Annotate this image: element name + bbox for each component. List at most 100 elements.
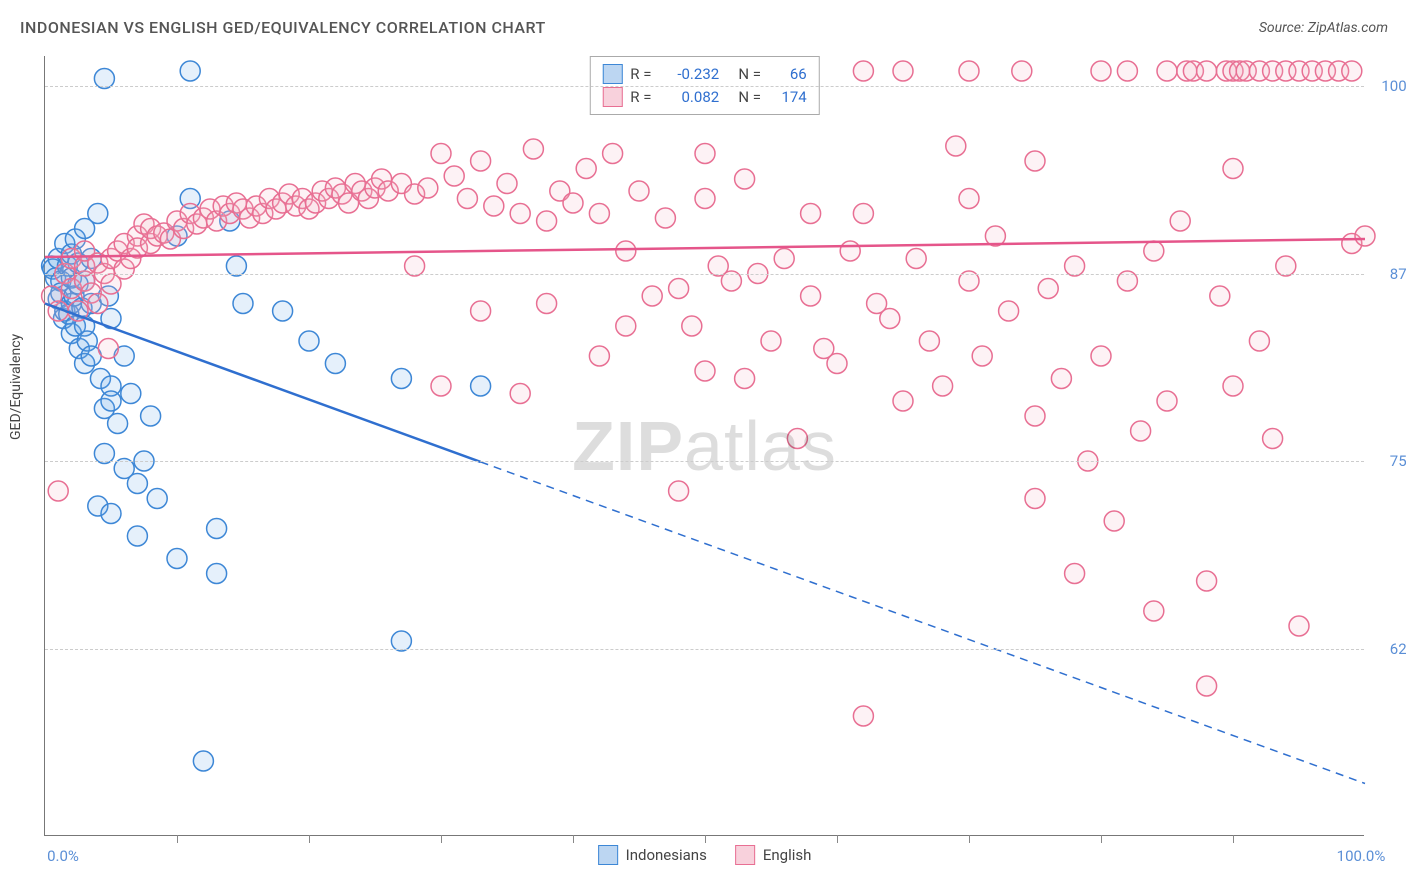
scatter-point (655, 208, 675, 228)
scatter-point (1104, 511, 1124, 531)
scatter-point (589, 204, 609, 224)
scatter-point (589, 346, 609, 366)
scatter-point (418, 178, 438, 198)
legend-n-value: 174 (773, 86, 807, 109)
scatter-svg (45, 56, 1364, 835)
scatter-point (127, 474, 147, 494)
scatter-point (207, 519, 227, 539)
x-tick (309, 835, 310, 843)
scatter-point (1025, 489, 1045, 509)
gridline (45, 86, 1364, 87)
scatter-point (893, 61, 913, 81)
scatter-point (523, 139, 543, 159)
x-tick (1101, 835, 1102, 843)
scatter-point (193, 751, 213, 771)
legend-swatch (602, 64, 622, 84)
scatter-point (853, 204, 873, 224)
scatter-point (840, 241, 860, 261)
scatter-point (444, 166, 464, 186)
scatter-point (88, 204, 108, 224)
scatter-point (1038, 279, 1058, 299)
scatter-point (1065, 564, 1085, 584)
x-tick-label: 0.0% (47, 847, 79, 865)
scatter-point (576, 159, 596, 179)
x-tick (441, 835, 442, 843)
x-tick-label: 100.0% (1337, 847, 1386, 865)
scatter-point (972, 346, 992, 366)
scatter-point (827, 354, 847, 374)
scatter-point (1144, 601, 1164, 621)
scatter-point (510, 384, 530, 404)
series-legend: Indonesians English (598, 845, 812, 865)
scatter-point (629, 181, 649, 201)
scatter-point (207, 564, 227, 584)
scatter-point (1157, 391, 1177, 411)
scatter-point (999, 301, 1019, 321)
scatter-point (1355, 226, 1375, 246)
legend-swatch (735, 845, 755, 865)
scatter-point (853, 61, 873, 81)
y-axis-label: GED/Equivalency (8, 334, 24, 440)
scatter-point (616, 241, 636, 261)
scatter-point (391, 369, 411, 389)
scatter-point (761, 331, 781, 351)
gridline (45, 649, 1364, 650)
scatter-point (1091, 346, 1111, 366)
scatter-point (774, 249, 794, 269)
scatter-point (669, 279, 689, 299)
scatter-point (48, 481, 68, 501)
legend-item: English (735, 845, 812, 865)
scatter-point (616, 316, 636, 336)
scatter-point (484, 196, 504, 216)
scatter-point (457, 189, 477, 209)
scatter-point (1210, 286, 1230, 306)
scatter-point (325, 354, 345, 374)
scatter-point (853, 706, 873, 726)
legend-r-value: 0.082 (663, 86, 719, 109)
scatter-point (1117, 61, 1137, 81)
scatter-point (510, 204, 530, 224)
scatter-point (959, 61, 979, 81)
scatter-point (669, 481, 689, 501)
scatter-point (695, 189, 715, 209)
legend-swatch (602, 87, 622, 107)
legend-n-label: N = (727, 86, 765, 109)
scatter-point (1223, 159, 1243, 179)
scatter-point (695, 144, 715, 164)
scatter-point (121, 384, 141, 404)
scatter-point (801, 286, 821, 306)
y-tick-label: 62.5% (1370, 640, 1406, 658)
y-tick-label: 100.0% (1370, 77, 1406, 95)
scatter-point (1025, 406, 1045, 426)
scatter-point (1157, 61, 1177, 81)
scatter-point (563, 193, 583, 213)
plot-area: ZIPatlas R = -0.232 N = 66R = 0.082 N = … (44, 56, 1364, 836)
scatter-point (1025, 151, 1045, 171)
y-tick-label: 75.0% (1370, 452, 1406, 470)
scatter-point (682, 316, 702, 336)
scatter-point (1012, 61, 1032, 81)
scatter-point (1170, 211, 1190, 231)
gridline (45, 461, 1364, 462)
x-tick (969, 835, 970, 843)
scatter-point (1263, 429, 1283, 449)
trend-line-dashed (481, 462, 1365, 784)
scatter-point (167, 549, 187, 569)
scatter-point (695, 361, 715, 381)
scatter-point (299, 331, 319, 351)
scatter-point (233, 294, 253, 314)
scatter-point (906, 249, 926, 269)
x-tick (705, 835, 706, 843)
scatter-point (933, 376, 953, 396)
chart-title: INDONESIAN VS ENGLISH GED/EQUIVALENCY CO… (20, 18, 546, 37)
legend-n-value: 66 (773, 63, 807, 86)
scatter-point (497, 174, 517, 194)
x-tick (837, 835, 838, 843)
scatter-point (893, 391, 913, 411)
scatter-point (141, 406, 161, 426)
scatter-point (1197, 61, 1217, 81)
legend-r-label: R = (630, 86, 655, 109)
scatter-point (108, 414, 128, 434)
legend-label: Indonesians (626, 846, 707, 864)
scatter-point (1131, 421, 1151, 441)
